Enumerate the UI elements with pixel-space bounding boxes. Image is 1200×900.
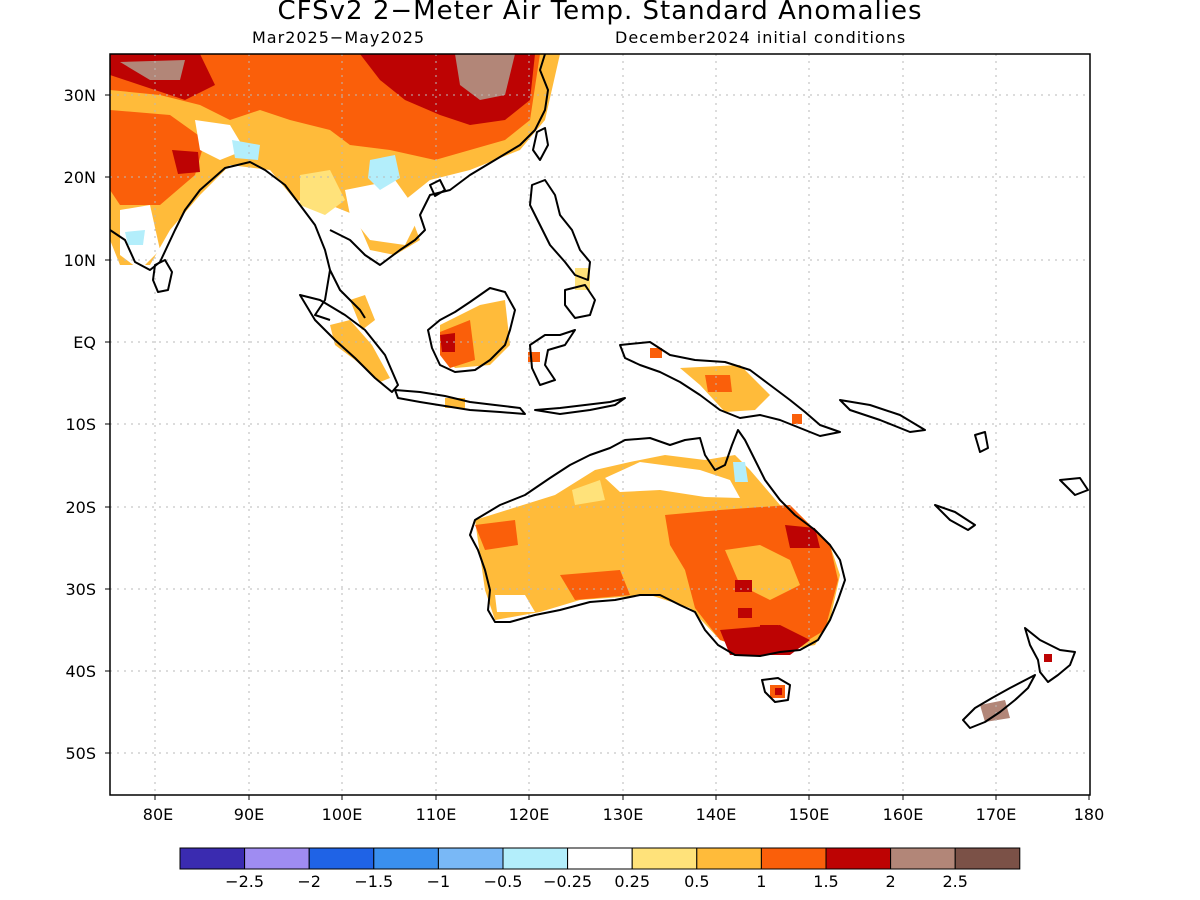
colorbar-swatch xyxy=(631,847,698,870)
lon-label: 100E xyxy=(322,805,363,824)
colorbar-label: 1.5 xyxy=(813,872,838,891)
lat-label: 20N xyxy=(64,168,96,187)
lon-label: 110E xyxy=(416,805,457,824)
colorbar-label: 2 xyxy=(886,872,896,891)
lat-label: 40S xyxy=(65,662,96,681)
lon-label: 170E xyxy=(976,805,1017,824)
coastlines xyxy=(110,54,1089,729)
lon-label: 120E xyxy=(509,805,550,824)
lat-label: 10N xyxy=(64,251,96,270)
colorbar-label: 0.25 xyxy=(614,872,650,891)
lon-label: 160E xyxy=(883,805,924,824)
lon-label: 80E xyxy=(143,805,173,824)
lon-label: 140E xyxy=(696,805,737,824)
colorbar-swatch xyxy=(437,847,504,870)
colorbar-label: 2.5 xyxy=(942,872,967,891)
colorbar-swatch xyxy=(308,847,375,870)
colorbar-label: 1 xyxy=(756,872,766,891)
colorbar-swatch xyxy=(244,847,310,870)
longitude-labels: 80E 90E 100E 110E 120E 130E 140E 150E 16… xyxy=(143,805,1105,824)
axis-ticks xyxy=(105,94,1090,800)
map-title: CFSv2 2−Meter Air Temp. Standard Anomali… xyxy=(277,0,923,26)
latitude-labels: 30N 20N 10N EQ 10S 20S 30S 40S 50S xyxy=(64,86,96,763)
lat-label: 10S xyxy=(65,415,96,434)
graticule xyxy=(110,54,1090,795)
lat-label: 50S xyxy=(65,744,96,763)
colorbar: −2.5 −2 −1.5 −1 −0.5 −0.25 0.25 0.5 1 1.5 2 2.5 xyxy=(179,847,1021,891)
colorbar-swatch xyxy=(179,847,246,870)
initial-conditions: December2024 initial conditions xyxy=(615,28,907,47)
lon-label: 150E xyxy=(789,805,830,824)
anomaly-shading xyxy=(110,54,1052,722)
colorbar-swatch xyxy=(954,847,1021,870)
colorbar-label: −1 xyxy=(427,872,451,891)
colorbar-swatch xyxy=(696,847,762,870)
colorbar-label: −2 xyxy=(297,872,321,891)
lat-label: EQ xyxy=(73,333,96,352)
lon-label: 180 xyxy=(1074,805,1105,824)
colorbar-swatch xyxy=(760,847,827,870)
colorbar-label: −0.25 xyxy=(543,872,592,891)
lon-label: 130E xyxy=(603,805,644,824)
forecast-period: Mar2025−May2025 xyxy=(252,28,426,47)
colorbar-swatch xyxy=(373,847,439,870)
colorbar-swatch xyxy=(825,847,892,870)
colorbar-label: 0.5 xyxy=(684,872,709,891)
lon-label: 90E xyxy=(234,805,264,824)
lat-label: 30N xyxy=(64,86,96,105)
colorbar-swatch xyxy=(567,847,633,870)
lat-label: 30S xyxy=(65,580,96,599)
colorbar-swatch xyxy=(502,847,569,870)
lat-label: 20S xyxy=(65,498,96,517)
colorbar-label: −0.5 xyxy=(484,872,523,891)
colorbar-label: −1.5 xyxy=(354,872,393,891)
colorbar-swatch xyxy=(890,847,956,870)
colorbar-label: −2.5 xyxy=(225,872,264,891)
